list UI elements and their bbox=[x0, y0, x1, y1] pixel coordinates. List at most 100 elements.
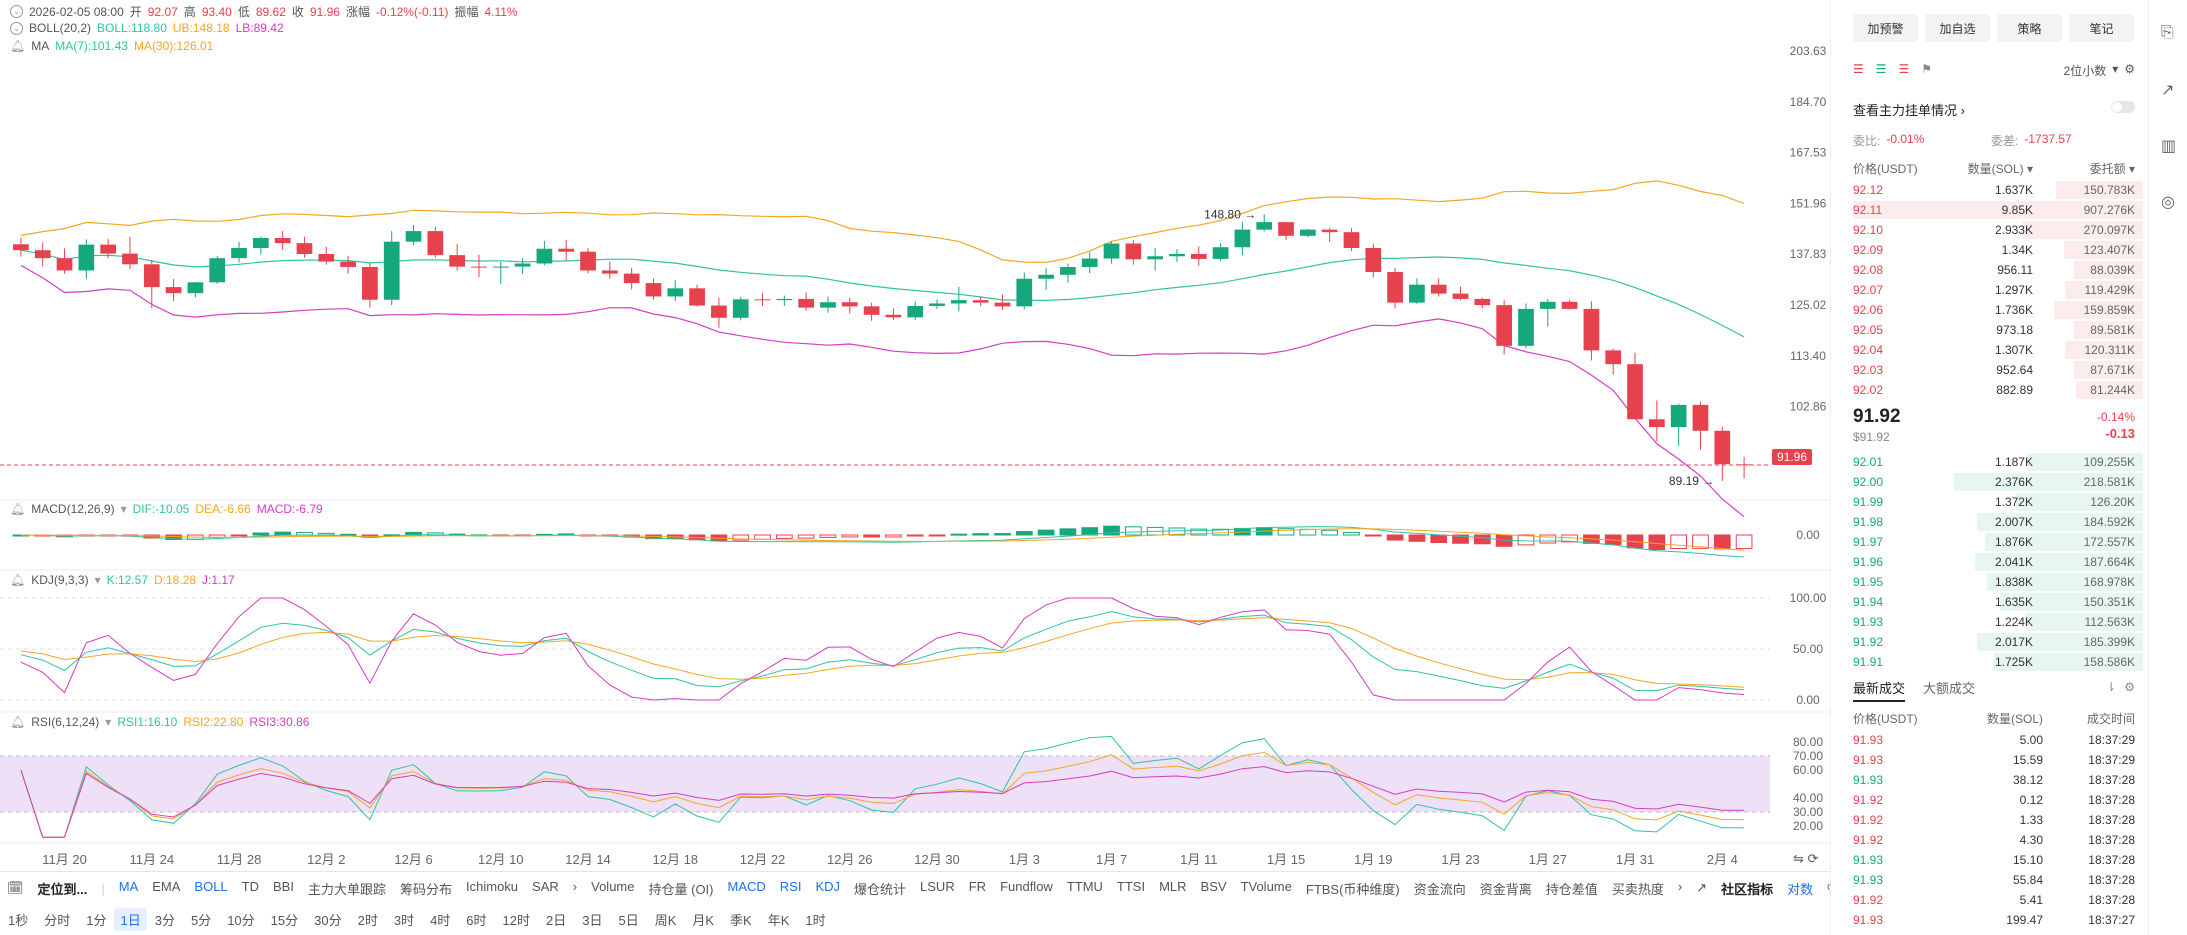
indicator-27[interactable]: 持仓差值 bbox=[1545, 881, 1598, 897]
indicator-11[interactable]: 持仓量 (OI) bbox=[648, 881, 714, 897]
bid-row[interactable]: 92.00 2.376K 218.581K bbox=[1853, 472, 2143, 492]
ask-row[interactable]: 92.09 1.34K 123.407K bbox=[1853, 240, 2143, 260]
period-3[interactable]: 1日 bbox=[114, 907, 147, 931]
bid-row[interactable]: 91.97 1.876K 172.557K bbox=[1853, 532, 2143, 552]
bid-row[interactable]: 91.94 1.635K 150.351K bbox=[1853, 592, 2143, 612]
bid-row[interactable]: 92.01 1.187K 109.255K bbox=[1853, 452, 2143, 472]
filter-icon[interactable]: ⇂ bbox=[2106, 680, 2117, 694]
gear-icon[interactable]: ⚙ bbox=[2124, 680, 2135, 694]
calendar-icon[interactable]: 🗓︎ bbox=[7, 880, 24, 895]
chart-area[interactable]: 203.63 184.70 167.53 151.96 137.83 125.02 113.… bbox=[0, 0, 1830, 935]
period-14[interactable]: 2日 bbox=[546, 912, 567, 928]
add-watchlist-button[interactable]: 加自选 bbox=[1925, 14, 1990, 42]
asks-only-icon[interactable]: ☰ bbox=[1898, 62, 1910, 76]
log-scale-toggle[interactable]: 对数 bbox=[1787, 881, 1814, 897]
community-indicators[interactable]: 社区指标 bbox=[1721, 881, 1774, 897]
indicator-28[interactable]: 买卖热度 bbox=[1611, 881, 1664, 897]
dollar-circle-icon[interactable]: ◎ bbox=[2161, 194, 2175, 211]
main-chart-svg[interactable]: 203.63 184.70 167.53 151.96 137.83 125.02 113.… bbox=[0, 0, 1830, 871]
trade-panel-icon[interactable]: ⎘ bbox=[2161, 24, 2174, 41]
period-20[interactable]: 年K bbox=[767, 912, 790, 928]
bid-row[interactable]: 91.99 1.372K 126.20K bbox=[1853, 492, 2143, 512]
indicator-20[interactable]: TTSI bbox=[1116, 878, 1146, 894]
bid-row[interactable]: 91.91 1.725K 158.586K bbox=[1853, 652, 2143, 672]
bell-icon[interactable]: 🔔︎ bbox=[10, 502, 26, 516]
period-21[interactable]: 1时 bbox=[805, 912, 826, 928]
trend-icon[interactable]: ↗ bbox=[2161, 82, 2175, 99]
ob-header-qty[interactable]: 数量(SOL) ▾ bbox=[1967, 162, 2033, 176]
both-sides-icon[interactable]: ☰ bbox=[1853, 62, 1864, 76]
indicator-15[interactable]: 爆仓统计 bbox=[854, 881, 907, 897]
indicator-9[interactable]: › bbox=[572, 878, 578, 894]
ask-row[interactable]: 92.08 956.11 88.039K bbox=[1853, 260, 2143, 280]
collapse-icon[interactable]: ⌄ bbox=[10, 21, 23, 35]
indicator-14[interactable]: KDJ bbox=[815, 878, 841, 894]
ask-row[interactable]: 92.05 973.18 89.581K bbox=[1853, 320, 2143, 340]
ask-row[interactable]: 92.10 2.933K 270.097K bbox=[1853, 220, 2143, 240]
bar-chart-icon[interactable]: ▥ bbox=[2161, 138, 2177, 155]
trade-row[interactable]: 91.93 15.10 18:37:28 bbox=[1853, 850, 2135, 870]
trade-row[interactable]: 91.93 5.00 18:37:29 bbox=[1853, 730, 2135, 750]
main-orders-link[interactable]: 查看主力挂单情况 › bbox=[1853, 103, 1965, 118]
indicator-7[interactable]: Ichimoku bbox=[466, 878, 519, 894]
bids-only-icon[interactable]: ☰ bbox=[1875, 62, 1887, 76]
dropdown-icon[interactable]: ▾ bbox=[94, 573, 101, 587]
ask-row[interactable]: 92.11 9.85K 907.276K bbox=[1853, 200, 2143, 220]
trade-row[interactable]: 91.93 38.12 18:37:28 bbox=[1853, 770, 2135, 790]
indicator-6[interactable]: 筹码分布 bbox=[400, 881, 453, 897]
indicator-26[interactable]: 资金背离 bbox=[1479, 881, 1532, 897]
period-11[interactable]: 4时 bbox=[430, 912, 451, 928]
period-8[interactable]: 30分 bbox=[314, 912, 342, 928]
boll-name[interactable]: BOLL(20,2) bbox=[29, 21, 92, 35]
share-icon[interactable]: ↗ bbox=[1696, 880, 1708, 895]
period-10[interactable]: 3时 bbox=[393, 912, 415, 928]
locate-button[interactable]: 定位到... bbox=[37, 881, 88, 897]
add-alert-button[interactable]: 加预警 bbox=[1853, 14, 1918, 42]
indicator-1[interactable]: EMA bbox=[152, 878, 181, 894]
bell-icon[interactable]: 🔔︎ bbox=[10, 39, 26, 53]
indicator-16[interactable]: LSUR bbox=[920, 878, 955, 894]
bid-row[interactable]: 91.92 2.017K 185.399K bbox=[1853, 632, 2143, 652]
dropdown-icon[interactable]: ▾ bbox=[105, 715, 112, 729]
trade-row[interactable]: 91.92 4.30 18:37:28 bbox=[1853, 830, 2135, 850]
ma-name[interactable]: MA bbox=[31, 39, 50, 53]
trade-row[interactable]: 91.93 199.47 18:37:27 bbox=[1853, 910, 2135, 930]
indicator-17[interactable]: FR bbox=[968, 878, 987, 894]
period-9[interactable]: 2时 bbox=[357, 912, 378, 928]
indicator-25[interactable]: 资金流向 bbox=[1413, 881, 1466, 897]
macd-name[interactable]: MACD(12,26,9) bbox=[31, 502, 115, 516]
trade-row[interactable]: 91.92 0.12 18:37:28 bbox=[1853, 790, 2135, 810]
trade-row[interactable]: 91.92 5.41 18:37:28 bbox=[1853, 890, 2135, 910]
bid-row[interactable]: 91.93 1.224K 112.563K bbox=[1853, 612, 2143, 632]
period-2[interactable]: 1分 bbox=[86, 912, 107, 928]
bell-icon[interactable]: 🔔︎ bbox=[10, 573, 26, 587]
ask-row[interactable]: 92.02 882.89 81.244K bbox=[1853, 380, 2143, 400]
indicator-24[interactable]: FTBS(币种维度) bbox=[1305, 881, 1400, 897]
period-6[interactable]: 10分 bbox=[227, 912, 255, 928]
main-orders-toggle[interactable] bbox=[2111, 101, 2135, 113]
bid-row[interactable]: 91.95 1.838K 168.978K bbox=[1853, 572, 2143, 592]
period-4[interactable]: 3分 bbox=[154, 912, 175, 928]
period-1[interactable]: 分时 bbox=[44, 912, 71, 928]
ask-row[interactable]: 92.03 952.64 87.671K bbox=[1853, 360, 2143, 380]
strategy-button[interactable]: 策略 bbox=[1997, 14, 2062, 42]
flag-icon[interactable]: ⚑ bbox=[1921, 62, 1933, 76]
indicator-21[interactable]: MLR bbox=[1159, 878, 1187, 894]
period-19[interactable]: 季K bbox=[730, 912, 752, 928]
period-12[interactable]: 6时 bbox=[466, 912, 487, 928]
period-18[interactable]: 月K bbox=[692, 912, 715, 928]
period-15[interactable]: 3日 bbox=[582, 912, 603, 928]
indicator-0[interactable]: MA bbox=[118, 878, 139, 894]
trade-row[interactable]: 91.92 1.33 18:37:28 bbox=[1853, 810, 2135, 830]
kdj-name[interactable]: KDJ(9,3,3) bbox=[31, 573, 89, 587]
indicator-23[interactable]: TVolume bbox=[1240, 878, 1292, 894]
indicator-5[interactable]: 主力大单跟踪 bbox=[307, 881, 386, 897]
indicator-18[interactable]: Fundflow bbox=[1000, 878, 1053, 894]
indicator-4[interactable]: BBI bbox=[273, 878, 294, 894]
indicator-29[interactable]: › bbox=[1677, 878, 1683, 894]
period-13[interactable]: 12时 bbox=[502, 912, 530, 928]
indicator-2[interactable]: BOLL bbox=[194, 878, 228, 894]
ask-row[interactable]: 92.04 1.307K 120.311K bbox=[1853, 340, 2143, 360]
period-5[interactable]: 5分 bbox=[190, 912, 212, 928]
bid-row[interactable]: 91.96 2.041K 187.664K bbox=[1853, 552, 2143, 572]
